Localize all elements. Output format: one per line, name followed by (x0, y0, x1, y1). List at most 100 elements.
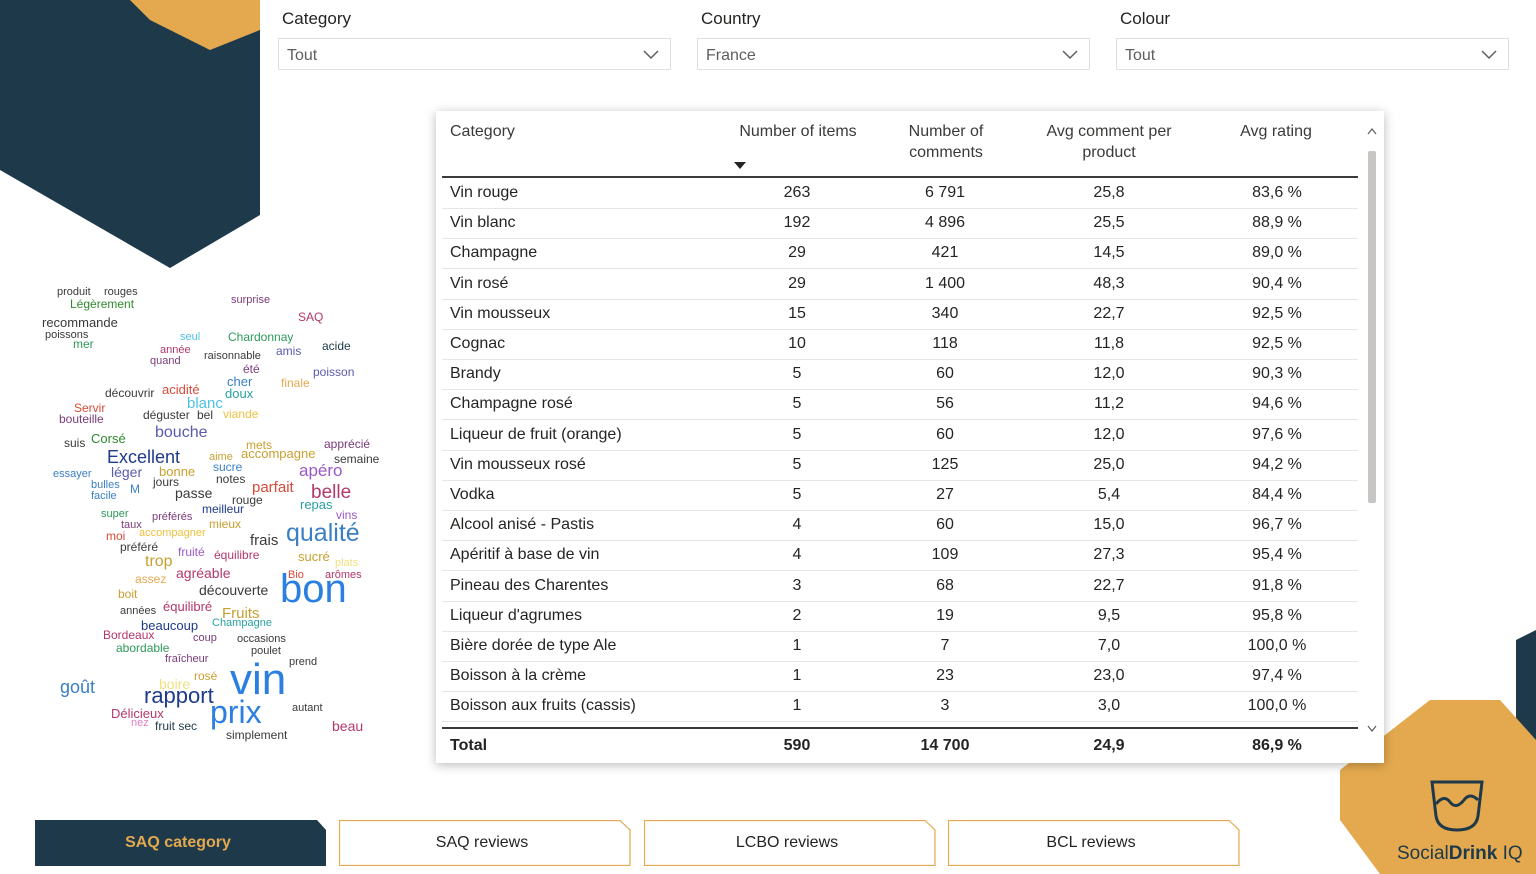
wc-word: années (120, 605, 157, 617)
wc-word: repas (300, 497, 333, 512)
table-row[interactable]: Boisson aux fruits (cassis) 1 3 3,0 100,0 % (442, 691, 1358, 723)
socialdrink-logo-icon (1430, 780, 1484, 832)
col-header-avg-comment[interactable]: Avg comment per product (1046, 123, 1172, 161)
wc-word: prend (289, 656, 318, 668)
table-row[interactable]: Liqueur de fruit (orange) 5 60 12,0 97,6 % (442, 420, 1358, 451)
total-comments: 14 700 (920, 737, 970, 754)
col-header-number-of-comments[interactable]: Number of comments (908, 123, 984, 161)
wc-word: fruité (178, 545, 205, 559)
brand-name: SocialDrink IQ (1397, 843, 1523, 864)
wc-word: raisonnable (204, 350, 261, 362)
row-avg-comment: 22,7 (1093, 304, 1125, 322)
row-items: 29 (788, 274, 806, 292)
row-avg-comment: 11,8 (1094, 335, 1124, 352)
scroll-down-arrow-icon[interactable] (1367, 725, 1377, 733)
wc-word: Bio (288, 569, 304, 581)
wc-word: Servir (74, 401, 106, 415)
table-row[interactable]: Bière dorée de type Ale 1 7 7,0 100,0 % (442, 631, 1358, 662)
table-row[interactable]: Vin mousseux rosé 5 125 25,0 94,2 % (442, 450, 1358, 481)
tab-saq-category-label[interactable]: SAQ category (125, 834, 231, 851)
row-category: Vin rosé (450, 274, 509, 292)
wc-word: Excellent (107, 447, 181, 467)
tab-saq-reviews[interactable] (339, 820, 631, 866)
col-header-number-of-items[interactable]: Number of items (739, 123, 857, 140)
wc-word: bouche (155, 424, 208, 441)
row-category: Apéritif à base de vin (450, 546, 600, 564)
table-row[interactable]: Liqueur d'agrumes 2 19 9,5 95,8 % (442, 601, 1358, 632)
wc-word: équilibre (214, 548, 260, 562)
colour-filter-dropdown[interactable]: Tout (1116, 38, 1509, 70)
wc-word: découverte (199, 582, 269, 598)
vertical-scrollbar[interactable] (1366, 121, 1378, 743)
wc-word: surprise (231, 294, 271, 306)
row-items: 5 (792, 486, 802, 503)
tab-lcbo-reviews[interactable] (644, 820, 936, 866)
row-comments: 60 (936, 425, 954, 443)
wc-word: mieux (209, 517, 242, 531)
table-row[interactable]: Vin mousseux 15 340 22,7 92,5 % (442, 299, 1358, 330)
wc-word: Délicieux (111, 706, 164, 721)
category-table: Category Number of items Number of comme… (436, 111, 1384, 763)
wc-word: sucré (298, 549, 330, 564)
row-avg-comment: 5,4 (1097, 486, 1121, 503)
table-row[interactable]: Vin rosé 29 1 400 48,3 90,4 % (442, 269, 1358, 300)
wc-word: découvrir (105, 386, 155, 400)
table-row[interactable]: Vodka 5 27 5,4 84,4 % (442, 480, 1358, 511)
chevron-down-icon (1481, 50, 1497, 60)
row-category: Champagne rosé (450, 395, 573, 413)
table-row[interactable]: Alcool anisé - Pastis 4 60 15,0 96,7 % (442, 510, 1358, 542)
row-category: Vin mousseux rosé (450, 455, 586, 473)
tab-bcl-reviews[interactable] (948, 820, 1240, 866)
wc-word: prix (210, 694, 262, 730)
category-filter-dropdown[interactable]: Tout (278, 38, 671, 70)
table-row[interactable]: Vin rouge 263 6 791 25,8 83,6 % (442, 178, 1358, 209)
row-avg-rating: 92,5 % (1252, 335, 1302, 352)
table-row[interactable]: Boisson à la crème 1 23 23,0 97,4 % (442, 661, 1358, 693)
wc-word: fraîcheur (165, 653, 209, 665)
row-avg-comment: 7,0 (1097, 637, 1121, 654)
wc-word: blanc (187, 395, 223, 412)
row-items: 5 (792, 365, 802, 383)
tab-saq-reviews-label[interactable]: SAQ reviews (435, 834, 529, 851)
col-header-avg-rating[interactable]: Avg rating (1240, 123, 1312, 140)
row-items: 3 (792, 576, 802, 594)
row-avg-comment: 23,0 (1093, 667, 1125, 685)
row-items: 10 (788, 335, 806, 352)
wc-word: mets (246, 438, 273, 452)
row-avg-rating: 84,4 % (1252, 486, 1302, 503)
wc-word: notes (216, 472, 246, 486)
table-row[interactable]: Apéritif à base de vin 4 109 27,3 95,4 % (442, 540, 1358, 572)
total-label: Total (450, 737, 488, 754)
row-category: Vin rouge (450, 184, 519, 201)
tab-lcbo-reviews-label[interactable]: LCBO reviews (735, 834, 839, 851)
wc-word: taux (121, 519, 142, 531)
chevron-down-icon (643, 50, 659, 60)
table-row[interactable]: Brandy 5 60 12,0 90,3 % (442, 359, 1358, 391)
row-items: 5 (792, 425, 802, 443)
total-avg-comment: 24,9 (1093, 737, 1125, 754)
wc-word: plats (335, 557, 359, 569)
row-avg-rating: 95,4 % (1252, 546, 1302, 564)
row-comments: 1 400 (924, 274, 966, 292)
country-filter-dropdown[interactable]: France (697, 38, 1090, 70)
table-row[interactable]: Champagne 29 421 14,5 89,0 % (442, 238, 1358, 270)
table-row[interactable]: Vin blanc 192 4 896 25,5 88,9 % (442, 208, 1358, 240)
row-avg-rating: 90,4 % (1252, 274, 1302, 292)
word-cloud: produit rouges Légèrement surprise SAQ r… (0, 280, 400, 750)
table-row[interactable]: Champagne rosé 5 56 11,2 94,6 % (442, 389, 1358, 421)
row-comments: 118 (932, 335, 958, 352)
row-avg-comment: 25,8 (1093, 184, 1125, 201)
scrollbar-thumb[interactable] (1368, 151, 1376, 503)
wc-word: acide (322, 339, 351, 353)
tab-bcl-reviews-label[interactable]: BCL reviews (1046, 834, 1136, 851)
row-category: Liqueur de fruit (orange) (450, 425, 622, 443)
colour-filter-label: Colour (1120, 9, 1171, 28)
col-header-category[interactable]: Category (450, 123, 515, 140)
table-row[interactable]: Cognac 10 118 11,8 92,5 % (442, 329, 1358, 360)
row-avg-rating: 90,3 % (1252, 365, 1302, 383)
chevron-down-icon (1062, 50, 1078, 60)
table-row[interactable]: Pineau des Charentes 3 68 22,7 91,8 % (442, 571, 1358, 602)
scroll-up-arrow-icon[interactable] (1367, 127, 1377, 135)
wc-word: super (101, 508, 129, 520)
tab-saq-category[interactable] (35, 820, 327, 866)
